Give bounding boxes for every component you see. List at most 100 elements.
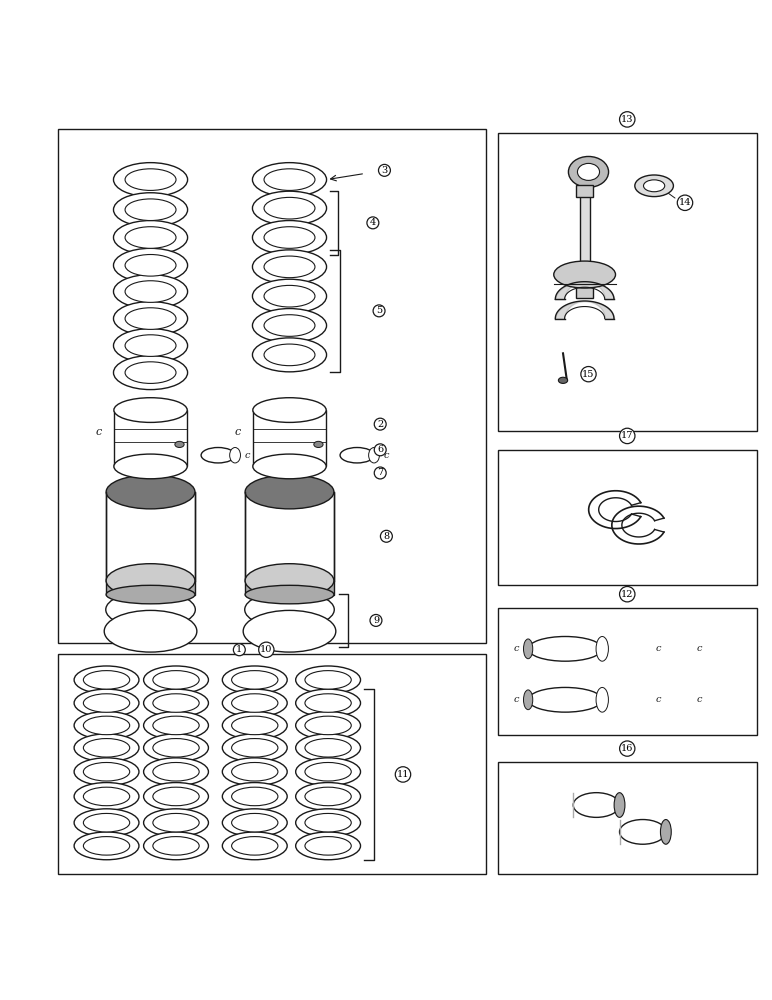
- Text: 14: 14: [679, 198, 691, 207]
- Ellipse shape: [296, 712, 361, 739]
- Ellipse shape: [305, 837, 351, 855]
- Ellipse shape: [144, 666, 208, 694]
- Ellipse shape: [528, 636, 602, 661]
- Text: 3: 3: [381, 166, 388, 175]
- Ellipse shape: [232, 813, 278, 832]
- Ellipse shape: [252, 279, 327, 313]
- Ellipse shape: [153, 694, 199, 712]
- Ellipse shape: [222, 666, 287, 694]
- Ellipse shape: [368, 448, 379, 463]
- Ellipse shape: [144, 734, 208, 762]
- Bar: [245, 581, 334, 595]
- Text: c: c: [245, 451, 250, 460]
- Ellipse shape: [596, 636, 608, 661]
- Ellipse shape: [125, 308, 176, 329]
- Text: c: c: [234, 427, 241, 437]
- Ellipse shape: [296, 783, 361, 810]
- Ellipse shape: [232, 671, 278, 689]
- Ellipse shape: [144, 758, 208, 786]
- Ellipse shape: [305, 739, 351, 757]
- Bar: [245, 492, 334, 581]
- Ellipse shape: [106, 591, 195, 628]
- Ellipse shape: [264, 169, 315, 190]
- Ellipse shape: [305, 716, 351, 735]
- Ellipse shape: [232, 762, 278, 781]
- Ellipse shape: [83, 787, 130, 806]
- Ellipse shape: [125, 362, 176, 383]
- Ellipse shape: [83, 716, 130, 735]
- Ellipse shape: [558, 377, 567, 383]
- Ellipse shape: [153, 671, 199, 689]
- Ellipse shape: [245, 585, 334, 604]
- Ellipse shape: [305, 694, 351, 712]
- Ellipse shape: [125, 255, 176, 276]
- Text: 5: 5: [376, 306, 382, 315]
- Ellipse shape: [313, 441, 323, 448]
- Text: 16: 16: [621, 744, 634, 753]
- Ellipse shape: [568, 156, 608, 187]
- Ellipse shape: [125, 169, 176, 190]
- Ellipse shape: [153, 787, 199, 806]
- Ellipse shape: [83, 739, 130, 757]
- Ellipse shape: [635, 175, 673, 197]
- Ellipse shape: [113, 163, 188, 197]
- Ellipse shape: [113, 302, 188, 336]
- Ellipse shape: [113, 221, 188, 255]
- Ellipse shape: [264, 197, 315, 219]
- Ellipse shape: [644, 180, 665, 192]
- Ellipse shape: [74, 809, 139, 837]
- Ellipse shape: [125, 199, 176, 221]
- Ellipse shape: [144, 689, 208, 717]
- Ellipse shape: [523, 639, 533, 659]
- Ellipse shape: [83, 671, 130, 689]
- Ellipse shape: [528, 687, 602, 712]
- Ellipse shape: [83, 813, 130, 832]
- Text: c: c: [655, 644, 661, 653]
- Ellipse shape: [113, 193, 188, 227]
- Ellipse shape: [245, 591, 334, 628]
- Ellipse shape: [252, 398, 326, 422]
- Ellipse shape: [243, 610, 336, 652]
- Ellipse shape: [245, 564, 334, 598]
- Ellipse shape: [232, 694, 278, 712]
- Ellipse shape: [305, 813, 351, 832]
- Ellipse shape: [74, 783, 139, 810]
- Text: c: c: [513, 695, 519, 704]
- Bar: [106, 492, 195, 581]
- Ellipse shape: [232, 837, 278, 855]
- Bar: [498, 608, 757, 735]
- Ellipse shape: [296, 809, 361, 837]
- Text: 7: 7: [377, 468, 384, 477]
- Ellipse shape: [252, 250, 327, 284]
- Ellipse shape: [614, 793, 625, 817]
- Ellipse shape: [153, 837, 199, 855]
- Ellipse shape: [232, 716, 278, 735]
- Ellipse shape: [125, 335, 176, 356]
- Ellipse shape: [296, 832, 361, 860]
- Ellipse shape: [83, 762, 130, 781]
- Text: 2: 2: [377, 420, 384, 429]
- Ellipse shape: [222, 758, 287, 786]
- Ellipse shape: [305, 762, 351, 781]
- Bar: [253, 410, 326, 466]
- Text: 9: 9: [373, 616, 379, 625]
- Ellipse shape: [296, 734, 361, 762]
- Ellipse shape: [305, 787, 351, 806]
- Ellipse shape: [252, 163, 327, 197]
- Ellipse shape: [125, 281, 176, 302]
- Ellipse shape: [174, 441, 184, 448]
- Text: 12: 12: [621, 590, 634, 599]
- Bar: [498, 133, 757, 431]
- Ellipse shape: [264, 315, 315, 336]
- Ellipse shape: [252, 191, 327, 225]
- Ellipse shape: [229, 448, 240, 463]
- Ellipse shape: [252, 309, 327, 343]
- Ellipse shape: [554, 261, 615, 288]
- Ellipse shape: [83, 694, 130, 712]
- Bar: [580, 187, 590, 295]
- Ellipse shape: [596, 687, 608, 712]
- Ellipse shape: [222, 734, 287, 762]
- Ellipse shape: [144, 809, 208, 837]
- Ellipse shape: [153, 813, 199, 832]
- Text: 8: 8: [384, 532, 389, 541]
